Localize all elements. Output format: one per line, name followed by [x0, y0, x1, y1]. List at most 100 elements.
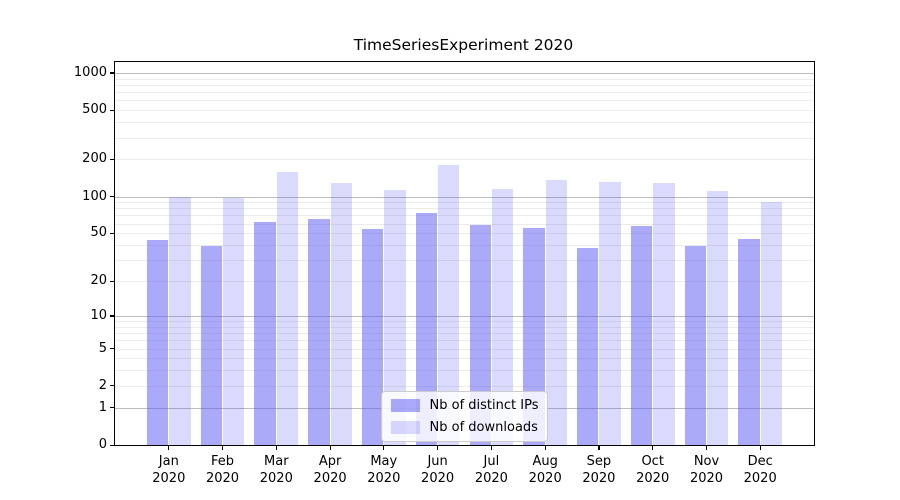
gridline-minor — [115, 245, 814, 246]
x-axis-tick — [759, 446, 761, 450]
x-axis-tick — [652, 446, 654, 450]
bar-downloads — [223, 198, 245, 445]
x-axis-tick — [598, 446, 600, 450]
y-axis-tick-label: 50 — [90, 225, 107, 241]
gridline-minor — [115, 385, 814, 387]
gridline-major — [115, 196, 814, 198]
gridline-minor — [115, 281, 814, 282]
month-label: Oct — [641, 454, 664, 469]
gridline-minor — [115, 159, 814, 161]
gridline-minor — [115, 370, 814, 372]
y-axis-tick-label: 1 — [98, 399, 107, 415]
y-axis-tick-label: 20 — [90, 273, 107, 288]
bar-distinct-ips — [577, 247, 599, 445]
y-axis-tick — [110, 196, 114, 198]
legend-swatch-downloads — [390, 421, 420, 434]
bar-distinct-ips — [630, 226, 653, 445]
gridline-minor — [115, 233, 814, 235]
bar-distinct-ips — [415, 213, 438, 445]
gridline-minor — [115, 92, 814, 94]
x-axis-tick — [490, 446, 493, 450]
bar-downloads — [599, 182, 621, 445]
x-axis-tick — [275, 446, 277, 450]
bar-downloads — [653, 182, 675, 445]
y-axis-tick — [110, 315, 114, 317]
year-label: 2020 — [367, 471, 401, 486]
legend-label-downloads: Nb of downloads — [429, 420, 538, 435]
month-label: Feb — [210, 454, 235, 469]
bar-downloads — [169, 196, 191, 445]
year-label: 2020 — [743, 471, 777, 486]
gridline-minor — [115, 333, 814, 334]
gridline-minor — [115, 84, 814, 86]
y-axis-tick-label: 5 — [98, 340, 107, 356]
y-axis-tick-label: 1000 — [73, 64, 107, 80]
x-axis-tick — [168, 446, 170, 450]
year-label: 2020 — [528, 471, 562, 486]
bar-distinct-ips — [523, 228, 545, 445]
x-axis-tick-label: Mar 2020 — [244, 453, 308, 487]
year-label: 2020 — [313, 471, 347, 486]
x-axis-tick-label: Jun 2020 — [406, 453, 470, 487]
x-axis-tick-label: Apr 2020 — [298, 453, 362, 487]
gridline-minor — [115, 122, 814, 124]
y-axis-tick-label: 10 — [90, 307, 107, 323]
gridline-minor — [115, 358, 814, 360]
bar-distinct-ips — [146, 240, 169, 445]
month-label: Jan — [158, 454, 179, 469]
year-label: 2020 — [205, 471, 240, 486]
year-label: 2020 — [152, 471, 186, 486]
bar-downloads — [330, 182, 352, 445]
bar-downloads — [438, 164, 460, 445]
y-axis-tick — [110, 72, 114, 74]
y-axis-tick — [110, 348, 114, 350]
x-axis-tick — [383, 446, 385, 450]
year-label: 2020 — [259, 471, 293, 486]
year-label: 2020 — [474, 471, 508, 486]
month-label: Mar — [264, 454, 289, 469]
y-axis-tick — [110, 280, 114, 282]
x-axis-tick-label: Aug 2020 — [513, 453, 577, 487]
gridline-minor — [115, 208, 814, 210]
x-axis-tick-label: Jan 2020 — [137, 453, 201, 487]
year-label: 2020 — [582, 471, 616, 486]
month-label: Jun — [427, 454, 448, 469]
gridline-minor — [115, 340, 814, 342]
gridline-minor — [115, 110, 814, 112]
gridline-major — [115, 72, 814, 74]
y-axis-tick — [110, 407, 114, 409]
bar-downloads — [545, 180, 568, 445]
x-axis-tick — [329, 446, 331, 450]
bar-distinct-ips — [738, 238, 760, 445]
gridline-major — [115, 315, 814, 317]
x-axis-tick — [544, 446, 546, 450]
y-axis-tick-label: 500 — [82, 102, 107, 118]
gridline-minor — [115, 215, 814, 217]
month-label: Nov — [693, 454, 720, 469]
x-axis-tick-label: Nov 2020 — [675, 453, 739, 487]
y-axis-tick-label: 2 — [98, 377, 107, 393]
bar-downloads — [491, 188, 514, 445]
month-label: May — [370, 454, 398, 469]
y-axis-tick-label: 0 — [98, 437, 107, 452]
gridline-minor — [115, 78, 814, 80]
gridline-minor — [115, 348, 814, 350]
bar-distinct-ips — [308, 219, 330, 445]
month-label: Apr — [318, 454, 342, 469]
x-axis-tick-label: May 2020 — [352, 453, 416, 487]
legend-row-distinct-ips: Nb of distinct IPs — [390, 398, 538, 413]
y-axis-tick — [110, 109, 114, 111]
legend-row-downloads: Nb of downloads — [390, 420, 539, 435]
gridline-minor — [115, 100, 814, 102]
bar-downloads — [276, 172, 299, 445]
bar-downloads — [384, 190, 406, 445]
legend: Nb of distinct IPs Nb of downloads — [380, 391, 549, 442]
plot-area: Nb of distinct IPs Nb of downloads 0 1 2 5 1… — [74, 61, 815, 486]
bar-downloads — [707, 190, 729, 445]
year-label: 2020 — [689, 471, 724, 486]
gridline-minor — [115, 321, 814, 322]
x-axis-tick-label: Feb 2020 — [191, 453, 255, 487]
x-axis-tick — [437, 446, 439, 450]
month-label: Aug — [532, 454, 558, 469]
